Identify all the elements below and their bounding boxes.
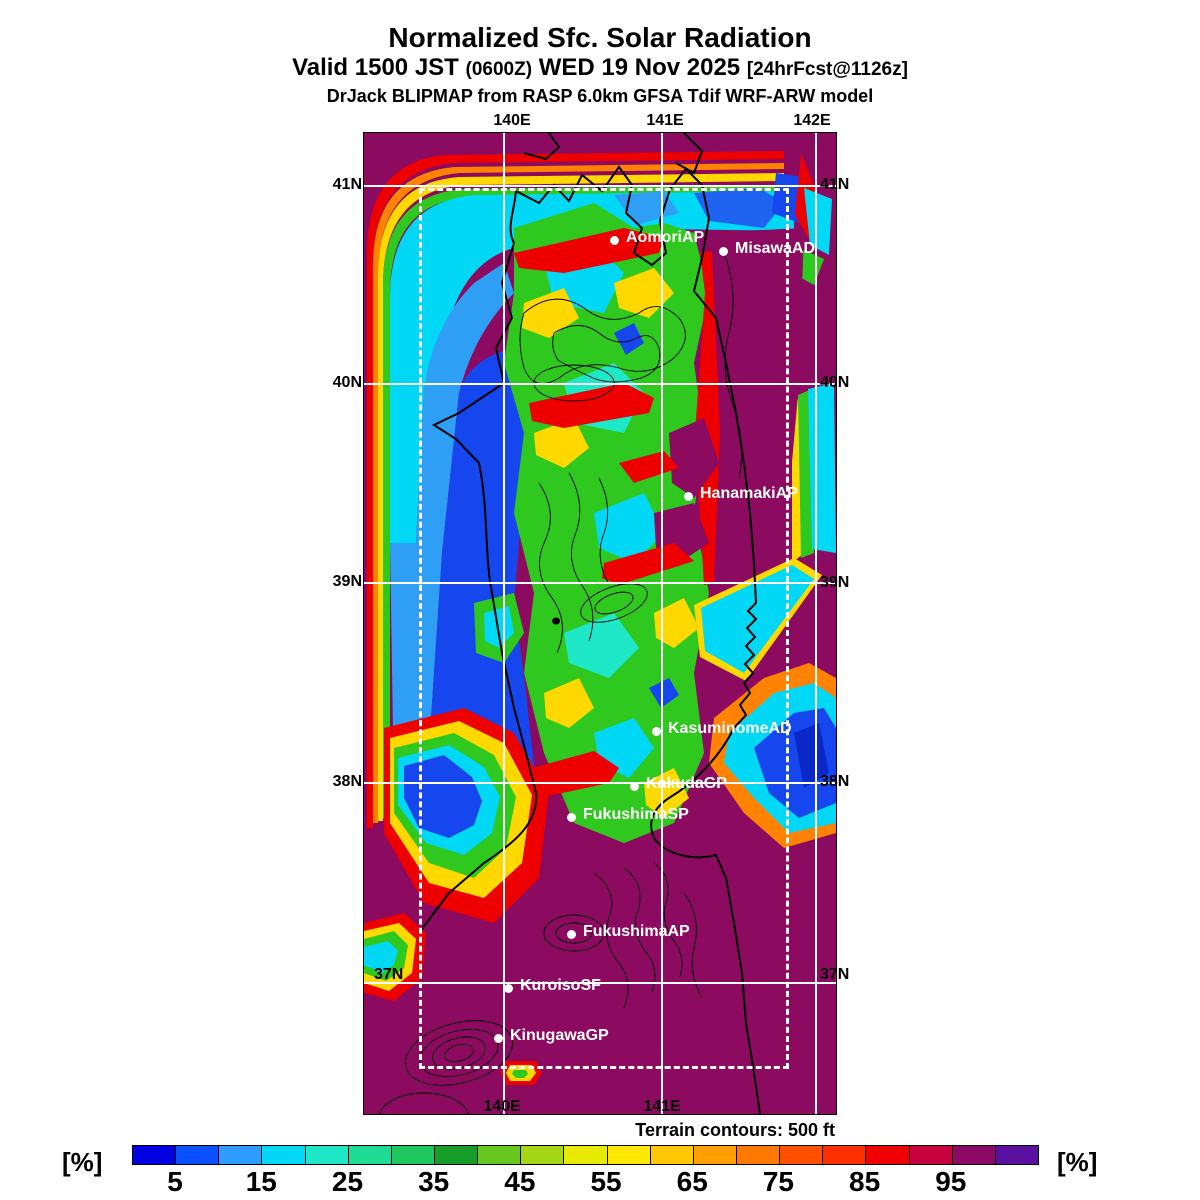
colorbar-segment-40-45 [478, 1146, 522, 1164]
colorbar-segment-60-65 [650, 1146, 694, 1164]
terrain-note: Terrain contours: 500 ft [635, 1120, 835, 1140]
gridline-39N [364, 582, 836, 584]
colorbar [132, 1145, 1039, 1165]
colorbar-tick-25: 25 [331, 1166, 364, 1197]
gridline-140E [503, 133, 505, 1114]
valid-prefix: Valid 1500 JST [292, 54, 459, 81]
lat-label-inner-37N: 37N [374, 966, 404, 983]
station-dot [567, 930, 576, 939]
colorbar-segment-25-30 [348, 1146, 392, 1164]
colorbar-tick-15: 15 [245, 1166, 277, 1197]
station-dot [504, 984, 513, 993]
colorbar-segment-95-100 [952, 1146, 996, 1164]
station-label: FukushimaAP [583, 923, 690, 940]
lat-label-left-40N: 40N [332, 374, 362, 391]
colorbar-segment-90-95 [909, 1146, 953, 1164]
colorbar-segment-50-55 [564, 1146, 608, 1164]
station-label: HanamakiAP [700, 485, 798, 502]
forecast-tag: [24hrFcst@1126z] [746, 59, 908, 80]
colorbar-segment-85-90 [866, 1146, 910, 1164]
colorbar-tick-65: 65 [676, 1166, 708, 1197]
colorbar-segment-0-5 [133, 1146, 177, 1164]
gridline-142E [815, 133, 817, 1114]
station-dot [719, 247, 728, 256]
lat-label-left-41N: 41N [332, 176, 362, 193]
valid-date: WED 19 Nov 2025 [538, 54, 741, 81]
lon-label-bottom-141E: 141E [643, 1098, 681, 1115]
gridline-41N [364, 185, 836, 187]
colorbar-segment-35-40 [434, 1146, 479, 1164]
page-title: Normalized Sfc. Solar Radiation [388, 22, 812, 53]
station-label: KakudaGP [646, 775, 727, 792]
gridline-37N [364, 982, 836, 984]
lat-label-right-38N: 38N [820, 773, 850, 790]
station-dot [494, 1034, 503, 1043]
lon-label-top-140E: 140E [493, 112, 531, 129]
lon-label-top-142E: 142E [793, 112, 831, 129]
colorbar-segment-65-70 [693, 1146, 737, 1164]
station-label: KasuminomeAD [668, 720, 792, 737]
lat-label-right-39N: 39N [820, 574, 850, 591]
model-domain-box [419, 188, 789, 1069]
station-label: AomoriAP [626, 229, 705, 246]
lat-label-left-38N: 38N [332, 773, 362, 790]
station-label: MisawaAD [735, 240, 816, 257]
colorbar-segment-10-15 [219, 1146, 263, 1164]
lon-label-bottom-140E: 140E [483, 1098, 521, 1115]
colorbar-segment-30-35 [391, 1146, 435, 1164]
colorbar-tick-95: 95 [935, 1166, 967, 1197]
lat-label-right-41N: 41N [820, 176, 850, 193]
colorbar-segment-100-105 [995, 1146, 1038, 1164]
colorbar-segment-15-20 [262, 1146, 306, 1164]
model-line: DrJack BLIPMAP from RASP 6.0km GFSA Tdif… [326, 86, 874, 106]
colorbar-tick-45: 45 [504, 1166, 536, 1197]
colorbar-segment-5-10 [176, 1146, 220, 1164]
colorbar-tick-75: 75 [762, 1166, 794, 1197]
valid-utc: (0600Z) [465, 59, 533, 80]
colorbar-tick-35: 35 [418, 1166, 450, 1197]
colorbar-segment-45-50 [521, 1146, 565, 1164]
gridline-40N [364, 383, 836, 385]
station-label: KuroisoSF [520, 977, 601, 994]
station-label: KinugawaGP [510, 1027, 609, 1044]
colorbar-segment-70-75 [736, 1146, 781, 1164]
station-dot [684, 492, 693, 501]
valid-line: Valid 1500 JST (0600Z) WED 19 Nov 2025 [… [0, 54, 1200, 84]
gridline-141E [661, 133, 663, 1114]
colorbar-unit-right: [%] [1057, 1147, 1098, 1177]
colorbar-segment-80-85 [823, 1146, 867, 1164]
colorbar-tick-55: 55 [590, 1166, 622, 1197]
colorbar-segment-55-60 [607, 1146, 651, 1164]
colorbar-tick-85: 85 [849, 1166, 881, 1197]
colorbar-segment-75-80 [780, 1146, 824, 1164]
station-dot [567, 813, 576, 822]
station-label: FukushimaSP [583, 806, 689, 823]
station-dot [610, 236, 619, 245]
lat-label-left-39N: 39N [332, 573, 362, 590]
lon-label-top-141E: 141E [646, 112, 684, 129]
station-dot [652, 727, 661, 736]
lat-label-right-37N: 37N [820, 966, 850, 983]
station-dot [630, 782, 639, 791]
header: Normalized Sfc. Solar Radiation Valid 15… [0, 22, 1200, 108]
colorbar-unit-left: [%] [62, 1147, 103, 1177]
colorbar-segment-20-25 [305, 1146, 349, 1164]
map-area: AomoriAP MisawaAD HanamakiAP KasuminomeAD Ka… [363, 132, 837, 1115]
gridline-38N [364, 782, 836, 784]
lat-label-right-40N: 40N [820, 374, 850, 391]
colorbar-tick-5: 5 [167, 1166, 183, 1197]
